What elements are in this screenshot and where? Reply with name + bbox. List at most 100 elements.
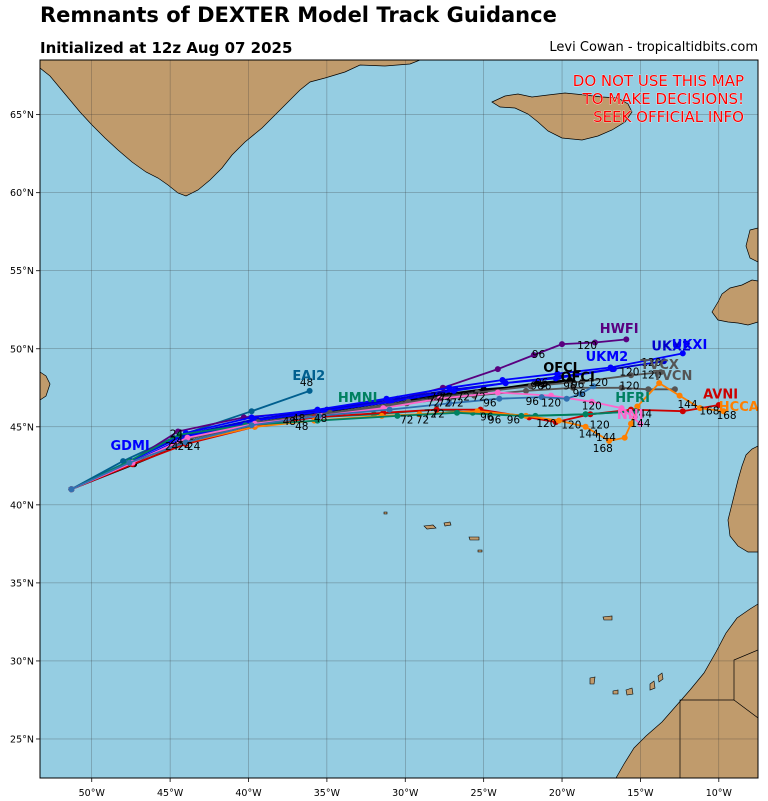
track-point	[474, 408, 481, 415]
track-point	[552, 375, 559, 382]
hour-label: 96	[535, 377, 549, 389]
x-tick-label: 35°W	[314, 788, 341, 799]
track-point	[386, 406, 393, 413]
track-point	[720, 408, 727, 415]
model-label: GDMI	[111, 439, 150, 454]
hour-label: 96	[563, 380, 577, 392]
hour-label: 144	[630, 418, 650, 430]
hour-label: 24	[170, 435, 184, 447]
model-label: TVCX	[640, 358, 679, 373]
island	[468, 536, 480, 541]
x-tick-label: 45°W	[157, 788, 184, 799]
y-tick-label: 50°N	[10, 344, 34, 355]
hour-label: 96	[538, 380, 552, 392]
hour-label: 72	[424, 408, 437, 420]
hour-label: 96	[507, 415, 521, 427]
hour-label: 120	[582, 401, 602, 413]
ocean	[40, 60, 758, 778]
island	[443, 521, 452, 527]
hour-label: 72	[430, 391, 443, 403]
track-point	[618, 384, 625, 391]
hour-label: 120	[577, 340, 597, 352]
track-point	[494, 389, 501, 396]
track-point	[679, 408, 686, 415]
track-point	[554, 370, 561, 377]
track-point	[248, 408, 255, 415]
ireland-land	[711, 279, 758, 326]
hour-label: 96	[526, 396, 540, 408]
track-point	[248, 414, 255, 421]
hour-label: 72	[427, 398, 440, 410]
track-point	[606, 437, 613, 444]
model-label: OFCL	[543, 361, 581, 376]
track-ctci	[68, 383, 597, 493]
track-point	[632, 408, 639, 415]
hour-label: 48	[292, 413, 305, 425]
track-point	[518, 412, 525, 419]
track-point	[68, 486, 75, 493]
hour-label: 144	[579, 429, 599, 441]
hour-label: 120	[588, 377, 608, 389]
x-tick-label: 10°W	[706, 788, 733, 799]
track-point	[618, 405, 625, 412]
model-label: UKXI	[672, 338, 708, 353]
hour-label: 72	[416, 415, 429, 427]
hour-label: 120	[619, 380, 639, 392]
track-point	[566, 377, 573, 383]
hour-label: 72	[450, 398, 463, 410]
grid	[40, 60, 758, 778]
track-point	[590, 383, 597, 390]
axis-ticks: 50°W 45°W 40°W 35°W 30°W 25°W 20°W 15°W 10°W 25°N…	[10, 110, 732, 799]
y-tick-label: 45°N	[10, 422, 34, 433]
hour-label: 144	[677, 399, 697, 411]
track-point	[577, 391, 584, 397]
island	[383, 511, 388, 515]
hour-label: 72	[438, 398, 451, 410]
track-point	[248, 422, 255, 429]
track-point	[628, 372, 634, 379]
track-point	[394, 412, 401, 419]
track-point	[637, 420, 644, 427]
hour-label: 48	[314, 413, 327, 425]
y-tick-label: 25°N	[10, 734, 34, 745]
model-label: TVCN	[653, 369, 692, 384]
track-point	[314, 406, 321, 413]
track-point	[450, 387, 457, 394]
track-point	[621, 434, 628, 441]
scotland-land	[745, 227, 758, 263]
track-point	[656, 380, 663, 387]
track-point	[607, 364, 614, 371]
track-point	[645, 386, 652, 393]
track-point	[657, 369, 664, 376]
model-label: AVNI	[703, 388, 738, 403]
island	[423, 524, 437, 530]
hour-label: 120	[561, 419, 581, 431]
track-point	[494, 366, 501, 373]
hour-label: 96	[532, 349, 546, 361]
track-point	[306, 387, 313, 394]
track-point	[570, 384, 576, 391]
track-point	[679, 350, 686, 357]
track-point	[530, 352, 537, 358]
track-point	[316, 412, 322, 419]
x-tick-label: 20°W	[549, 788, 576, 799]
hour-label: 72	[400, 415, 413, 427]
track-point	[496, 395, 503, 402]
hour-label: 96	[530, 380, 544, 392]
track-point	[176, 431, 183, 438]
track-point	[579, 378, 586, 385]
y-tick-label: 40°N	[10, 500, 34, 511]
track-point	[582, 423, 589, 430]
track-point	[446, 384, 453, 391]
hour-label: 96	[571, 379, 585, 391]
map-frame	[39, 59, 759, 779]
track-point	[582, 411, 589, 418]
track-point	[436, 395, 443, 402]
model-label: EAI2	[292, 369, 325, 384]
track-point	[660, 358, 667, 365]
track-point	[454, 409, 460, 416]
track-point	[563, 395, 570, 402]
